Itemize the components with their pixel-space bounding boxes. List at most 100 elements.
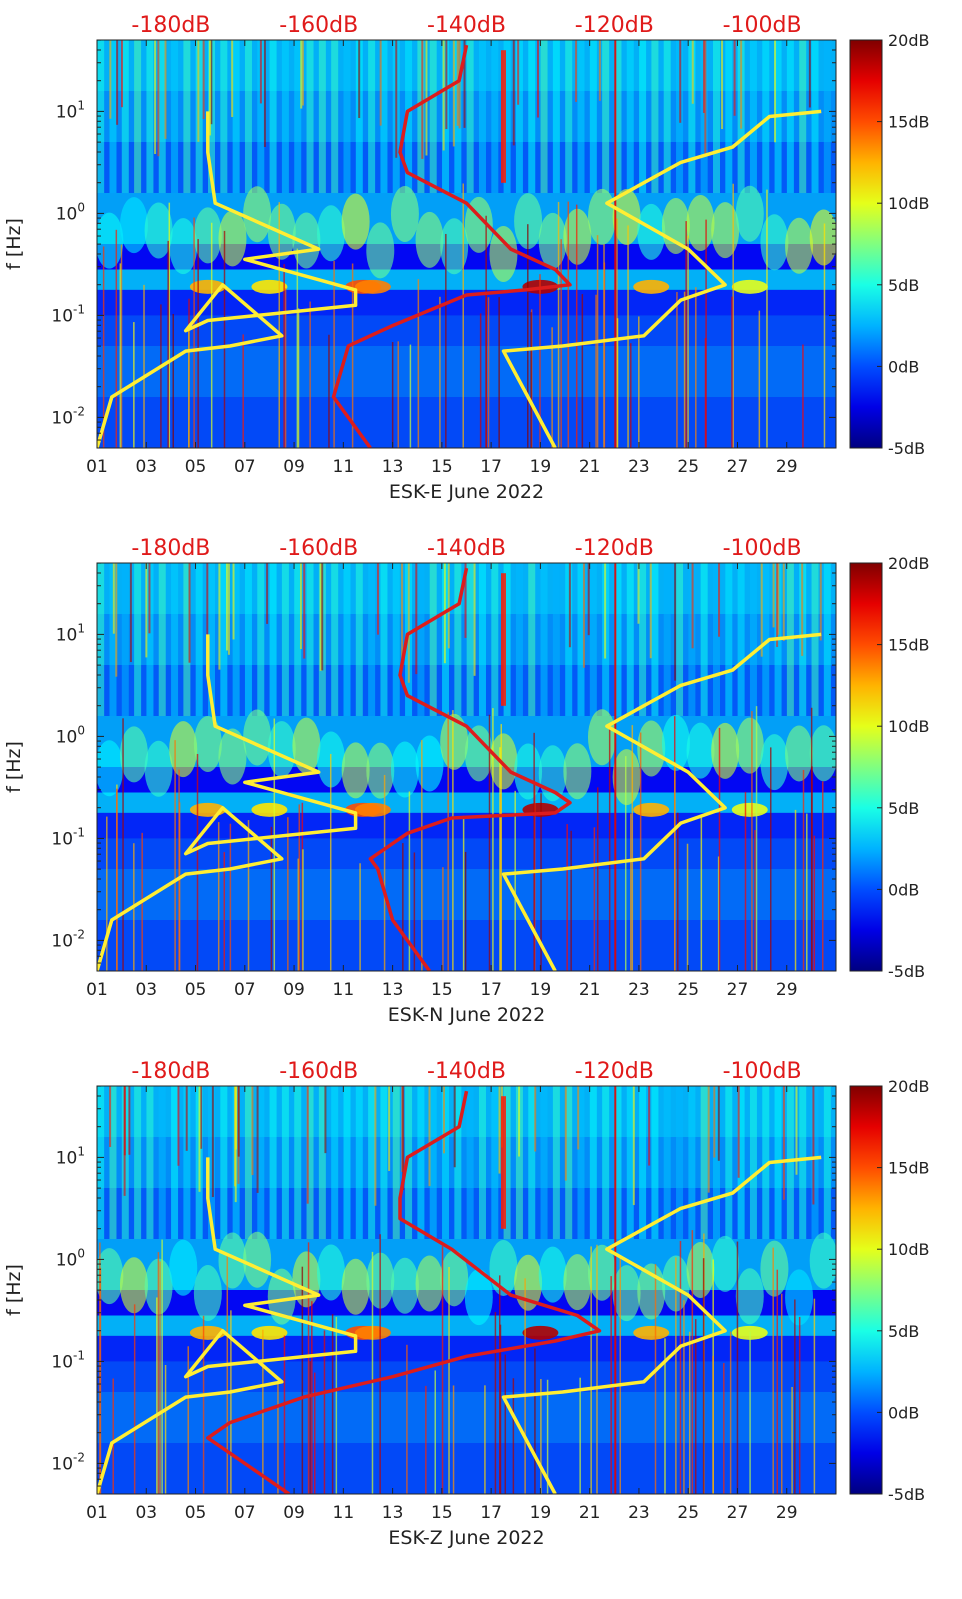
- transient: [534, 1348, 536, 1494]
- x-tick-label: 27: [727, 980, 749, 1000]
- day-stripe: [799, 1086, 807, 1239]
- day-stripe: [183, 1086, 191, 1239]
- hf-speckle: [702, 40, 705, 113]
- hf-speckle: [407, 563, 410, 683]
- colorbar-label: 0dB: [888, 1403, 919, 1422]
- hf-speckle: [649, 563, 652, 659]
- microseism-blob: [341, 1258, 370, 1315]
- db-axis-label: -100dB: [723, 1059, 802, 1084]
- transient: [283, 1335, 286, 1494]
- hf-speckle: [301, 40, 304, 106]
- hf-speckle: [733, 40, 736, 116]
- day-stripe: [688, 40, 696, 193]
- colorbar-label: 15dB: [888, 636, 930, 655]
- transient: [462, 815, 465, 971]
- day-stripe: [577, 40, 585, 193]
- x-tick-label: 07: [234, 980, 256, 1000]
- microseism-blob: [637, 203, 666, 260]
- db-axis-label: -120dB: [575, 13, 654, 38]
- day22-line: [614, 40, 617, 448]
- microseism-blob: [97, 1248, 124, 1305]
- day-stripe: [725, 1086, 733, 1239]
- hf-speckle: [587, 563, 590, 636]
- hf-speckle: [717, 1086, 720, 1161]
- day-stripe: [614, 563, 622, 716]
- transient: [287, 817, 289, 971]
- day-stripe: [466, 563, 474, 716]
- day-stripe: [134, 1086, 142, 1239]
- day-stripe: [257, 1086, 265, 1239]
- transient: [533, 732, 535, 971]
- day-stripe: [749, 40, 757, 193]
- plot-area: [97, 40, 836, 448]
- transient: [638, 316, 640, 448]
- day-stripe: [515, 563, 523, 716]
- microseism-blob: [169, 1239, 198, 1296]
- day-stripe: [269, 40, 277, 193]
- transient: [447, 712, 449, 971]
- transient: [161, 1239, 163, 1494]
- x-tick-label: 19: [530, 1503, 552, 1523]
- hf-speckle: [637, 563, 640, 624]
- microseism-blob: [711, 722, 740, 779]
- transient: [813, 1298, 816, 1494]
- microseism-blob: [686, 194, 715, 251]
- y-axis-label: f [Hz]: [3, 741, 25, 793]
- transient: [313, 1372, 316, 1494]
- hf-speckle: [776, 563, 779, 647]
- day-stripe: [232, 40, 240, 193]
- day-stripe: [749, 1086, 757, 1239]
- day-stripe: [626, 563, 634, 716]
- transient: [484, 1385, 486, 1494]
- microseism-blob: [735, 185, 764, 242]
- x-axis-label: ESK-Z June 2022: [388, 1527, 544, 1549]
- x-tick-label: 21: [579, 457, 601, 477]
- x-tick-label: 23: [628, 1503, 650, 1523]
- transient: [301, 1266, 304, 1494]
- hf-speckle: [197, 40, 200, 142]
- hf-speckle: [536, 40, 539, 118]
- day-stripe: [109, 40, 117, 193]
- transient: [560, 239, 562, 448]
- hf-speckle: [808, 40, 811, 108]
- day-stripe: [737, 1086, 745, 1239]
- day-stripe: [614, 1086, 622, 1239]
- day-stripe: [208, 1086, 216, 1239]
- transient: [270, 826, 273, 971]
- day-stripe: [811, 563, 819, 716]
- colorbar-label: 20dB: [888, 1077, 930, 1096]
- db-axis-label: -120dB: [575, 1059, 654, 1084]
- microseism-blob: [415, 1255, 444, 1312]
- hf-speckle: [632, 1086, 635, 1206]
- hf-speckle: [263, 40, 266, 147]
- microseism-blob: [193, 207, 222, 264]
- transient: [406, 1344, 408, 1494]
- day-stripe: [540, 1086, 548, 1239]
- hot-spot: [251, 279, 288, 294]
- day-stripe: [762, 40, 770, 193]
- x-axis-label: ESK-E June 2022: [389, 481, 544, 503]
- day-stripe: [195, 563, 203, 716]
- x-tick-label: 07: [234, 1503, 256, 1523]
- series-station-psd: [368, 567, 572, 971]
- day-stripe: [121, 40, 129, 193]
- day-stripe: [676, 1086, 684, 1239]
- day-stripe: [417, 1086, 425, 1239]
- hf-speckle: [674, 563, 677, 681]
- transient: [210, 222, 213, 448]
- day-stripe: [257, 563, 265, 716]
- day-stripe: [478, 1086, 486, 1239]
- transient: [331, 1314, 334, 1494]
- hf-speckle: [154, 40, 157, 154]
- transient: [624, 756, 627, 971]
- microseism-blob: [637, 720, 666, 777]
- db-axis-label: -100dB: [723, 13, 802, 38]
- hf-speckle: [259, 40, 262, 104]
- colorbar-label: 10dB: [888, 717, 930, 736]
- transient: [798, 1316, 801, 1494]
- microseism-blob: [563, 743, 592, 800]
- microseism-blob: [711, 1235, 740, 1292]
- transient: [284, 288, 287, 448]
- transient: [143, 284, 145, 448]
- transient: [551, 327, 553, 448]
